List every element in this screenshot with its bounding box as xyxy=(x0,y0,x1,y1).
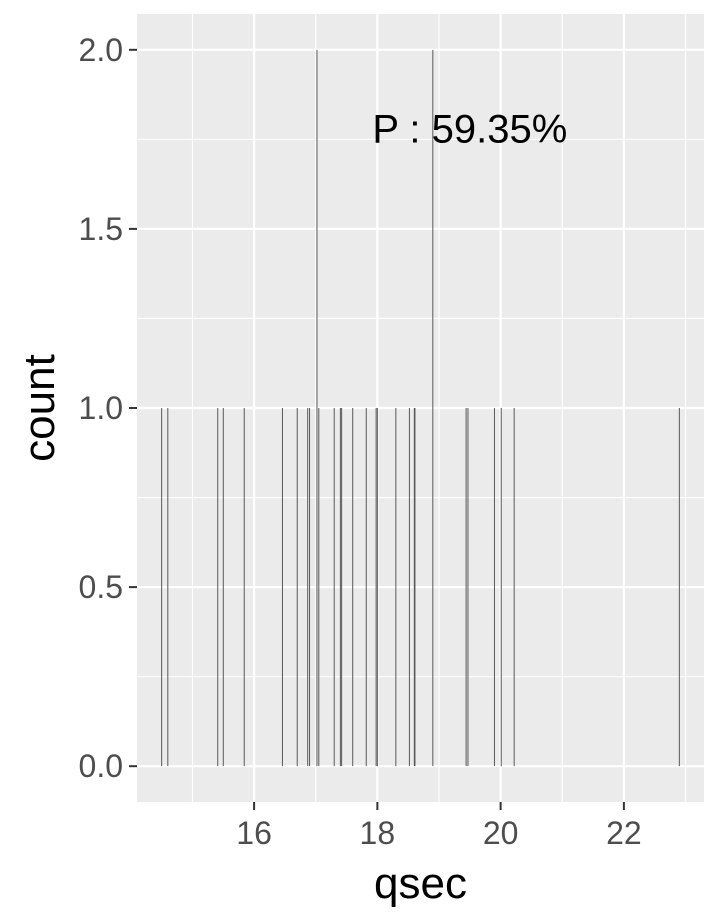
y-tick-label: 0.5 xyxy=(79,569,123,605)
y-tick-label: 1.5 xyxy=(79,211,123,247)
y-tick-label: 2.0 xyxy=(79,32,123,68)
annotation-label: P : 59.35% xyxy=(372,108,567,152)
y-axis-ticks: 0.0 0.5 1.0 1.5 2.0 xyxy=(79,32,137,784)
y-tick-label: 1.0 xyxy=(79,390,123,426)
x-axis-ticks: 16 18 20 22 xyxy=(236,802,642,851)
x-tick-label: 16 xyxy=(236,815,272,851)
bars xyxy=(161,49,680,767)
x-tick-label: 18 xyxy=(360,815,396,851)
x-tick-label: 20 xyxy=(483,815,519,851)
y-tick-label: 0.0 xyxy=(79,748,123,784)
x-axis-title: qsec xyxy=(374,859,467,908)
x-tick-label: 22 xyxy=(606,815,642,851)
y-axis-title: count xyxy=(15,354,64,462)
